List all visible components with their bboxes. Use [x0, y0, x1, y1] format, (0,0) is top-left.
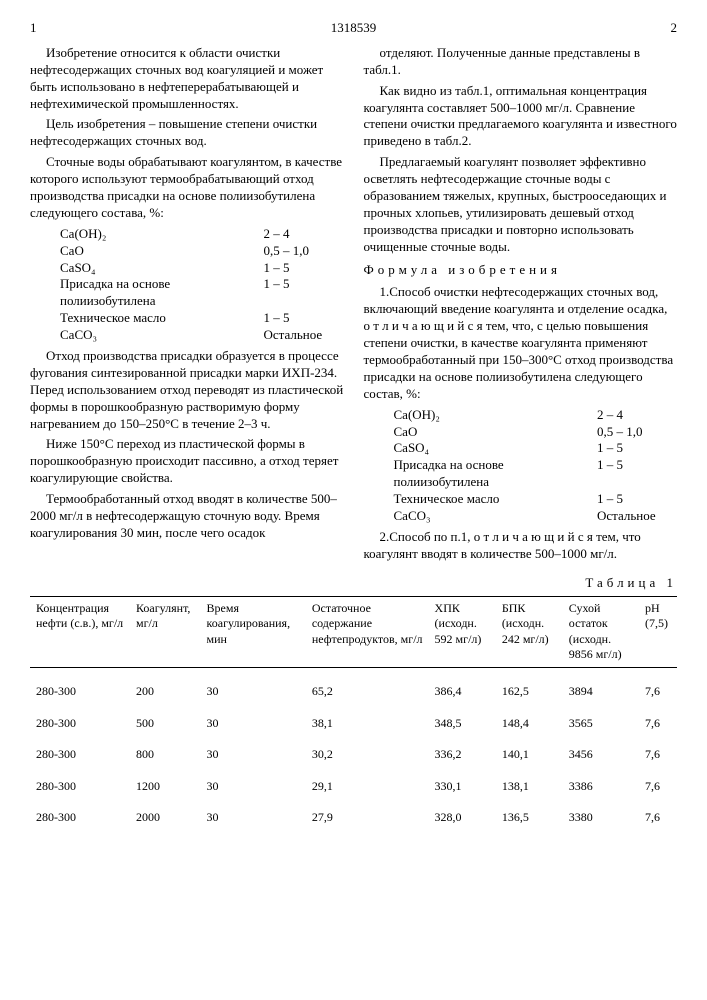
table-body: 280-3002003065,2386,4162,538947,6 280-30…: [30, 667, 677, 833]
table-caption: Таблица 1: [30, 575, 677, 592]
comp-name: CaO: [60, 243, 264, 260]
col-header: ХПК (исходн. 592 мг/л): [429, 596, 496, 667]
comp-val: 1 – 5: [597, 457, 677, 491]
comp-val: 1 – 5: [264, 310, 344, 327]
para: Предлагаемый коагулянт позволяет эффекти…: [364, 154, 678, 255]
comp-val: 2 – 4: [597, 407, 677, 424]
comp-val: Остальное: [264, 327, 344, 344]
col-header: pH (7,5): [639, 596, 677, 667]
para: отделяют. Полученные данные представлены…: [364, 45, 678, 79]
comp-val: 2 – 4: [264, 226, 344, 243]
composition-list: Ca(OH)₂2 – 4 CaO0,5 – 1,0 CaSO₄1 – 5 При…: [60, 226, 344, 344]
para: Сточные воды обрабатывают коагулянтом, в…: [30, 154, 344, 222]
comp-name: CaCO₃: [60, 327, 264, 344]
text-columns: Изобретение относится к области очистки …: [30, 45, 677, 567]
table-row: 280-30020003027,9328,0136,533807,6: [30, 802, 677, 834]
comp-name: CaO: [394, 424, 598, 441]
comp-val: 1 – 5: [597, 491, 677, 508]
col-header: Время коагулирования, мин: [201, 596, 306, 667]
comp-val: 1 – 5: [264, 260, 344, 277]
para: Термообработанный отход вводят в количес…: [30, 491, 344, 542]
comp-val: Остальное: [597, 508, 677, 525]
table-header-row: Концентрация нефти (с.в.), мг/л Коагулян…: [30, 596, 677, 667]
table-row: 280-3005003038,1348,5148,435657,6: [30, 708, 677, 740]
comp-name: CaSO₄: [60, 260, 264, 277]
right-column: отделяют. Полученные данные представлены…: [364, 45, 678, 567]
comp-val: 1 – 5: [597, 440, 677, 457]
para: Изобретение относится к области очистки …: [30, 45, 344, 113]
comp-name: Техническое масло: [60, 310, 264, 327]
comp-val: 0,5 – 1,0: [264, 243, 344, 260]
comp-val: 1 – 5: [264, 276, 344, 310]
table-row: 280-30012003029,1330,1138,133867,6: [30, 771, 677, 803]
col-header: Концентрация нефти (с.в.), мг/л: [30, 596, 130, 667]
composition-list: Ca(OH)₂2 – 4 CaO0,5 – 1,0 CaSO₄1 – 5 При…: [394, 407, 678, 525]
page-header: 1 1318539 2: [30, 20, 677, 37]
comp-name: Присадка на основе полиизобутилена: [60, 276, 264, 310]
para: 2.Способ по п.1, о т л и ч а ю щ и й с я…: [364, 529, 678, 563]
comp-val: 0,5 – 1,0: [597, 424, 677, 441]
patent-number: 1318539: [37, 20, 671, 37]
formula-heading: Формула изобретения: [364, 262, 678, 279]
comp-name: CaSO₄: [394, 440, 598, 457]
col-header: Коагулянт, мг/л: [130, 596, 201, 667]
page-right: 2: [671, 20, 678, 37]
comp-name: Ca(OH)₂: [394, 407, 598, 424]
para: 1.Способ очистки нефтесодержащих сточных…: [364, 284, 678, 402]
comp-name: CaCO₃: [394, 508, 598, 525]
para: Отход производства присадки образуется в…: [30, 348, 344, 432]
comp-name: Техническое масло: [394, 491, 598, 508]
para: Цель изобретения – повышение степени очи…: [30, 116, 344, 150]
col-header: БПК (исходн. 242 мг/л): [496, 596, 563, 667]
table-row: 280-3002003065,2386,4162,538947,6: [30, 667, 677, 707]
col-header: Остаточное содержание нефтепродуктов, мг…: [306, 596, 429, 667]
col-header: Сухой остаток (исходн. 9856 мг/л): [563, 596, 639, 667]
data-table: Концентрация нефти (с.в.), мг/л Коагулян…: [30, 596, 677, 834]
table-row: 280-3008003030,2336,2140,134567,6: [30, 739, 677, 771]
comp-name: Ca(OH)₂: [60, 226, 264, 243]
left-column: Изобретение относится к области очистки …: [30, 45, 344, 567]
para: Как видно из табл.1, оптимальная концент…: [364, 83, 678, 151]
para: Ниже 150°С переход из пластической формы…: [30, 436, 344, 487]
comp-name: Присадка на основе полиизобутилена: [394, 457, 598, 491]
